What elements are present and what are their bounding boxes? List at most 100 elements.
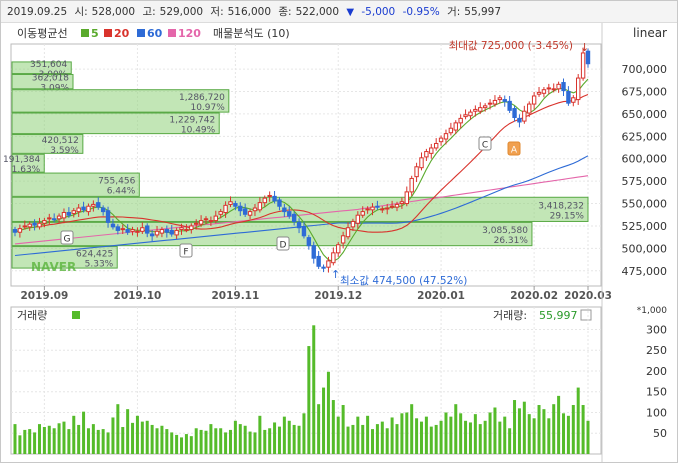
event-marker-label: C — [482, 141, 488, 151]
candle-body — [287, 211, 292, 217]
volume-bar — [175, 434, 179, 454]
volume-bar — [341, 405, 345, 454]
candle-body — [189, 225, 194, 231]
event-marker[interactable] — [179, 243, 193, 258]
event-marker[interactable] — [60, 230, 74, 245]
x-tick-label: 2020.03 — [564, 290, 612, 302]
volume-bar — [322, 387, 326, 454]
price-tick-label: 600,000 — [622, 153, 668, 166]
candle-body — [414, 166, 419, 178]
volume-bar — [160, 425, 164, 454]
candle-body — [184, 229, 189, 232]
candle-body — [340, 235, 346, 244]
x-tick-label: 2020.01 — [417, 290, 465, 302]
high-label: 고: — [142, 6, 156, 18]
volume-profile-bar — [11, 153, 45, 173]
volume-bar — [258, 415, 262, 454]
candle-body — [385, 207, 390, 210]
volume-bar — [302, 413, 306, 454]
volume-bar — [82, 411, 86, 454]
ma60-line — [14, 155, 589, 257]
candle-body — [120, 228, 125, 231]
volume-bar — [18, 435, 22, 454]
volume-bar — [292, 424, 296, 454]
volume-bar — [415, 418, 419, 454]
candle-body — [208, 220, 214, 223]
candle-body — [291, 213, 297, 222]
price-tick-label: 625,000 — [622, 130, 668, 143]
x-tick-label: 2019.12 — [314, 290, 362, 302]
quote-bar: 2019.09.25 시: 528,000 고: 529,000 저: 516,000… — [1, 1, 677, 23]
candle-body — [404, 191, 409, 205]
candle-body — [257, 202, 263, 211]
volume-value: 55,997 — [464, 6, 502, 18]
candle-body — [213, 215, 218, 222]
candle-body — [282, 207, 287, 213]
candle-body — [331, 252, 336, 264]
candle-body — [105, 210, 111, 223]
volume-bar — [527, 414, 531, 454]
price-tick-label: 550,000 — [622, 198, 668, 211]
volume-bar — [145, 420, 149, 454]
volume-bar — [214, 428, 218, 454]
volume-bar — [522, 401, 526, 454]
legend-ma20[interactable]: 20 — [114, 27, 130, 40]
volume-bar — [331, 400, 335, 454]
candle-body — [468, 111, 473, 117]
candle-body — [453, 122, 458, 131]
high-value: 529,000 — [159, 6, 204, 18]
ma20-line — [14, 93, 589, 233]
volume-bar — [135, 415, 139, 454]
volume-panel: 거래량 거래량: 55,997 *1,000 300 250 200 150 100 50 — [10, 306, 667, 455]
candle-body — [512, 108, 517, 118]
candle-body — [228, 201, 233, 205]
volume-bar — [140, 421, 144, 454]
volume-bar — [253, 432, 257, 454]
candle-body — [198, 220, 204, 225]
candle-body — [61, 212, 67, 219]
volume-settings-icon[interactable] — [580, 309, 592, 321]
candle-body — [37, 222, 42, 228]
candle-body — [566, 91, 571, 104]
candle-body — [301, 226, 307, 237]
candle-body — [365, 208, 370, 211]
candle-body — [56, 215, 62, 220]
volume-bar — [150, 424, 154, 454]
volume-bar — [508, 428, 512, 454]
candle-body — [154, 230, 160, 236]
candle-body — [145, 225, 150, 234]
volume-profile-value: 3,418,232 — [538, 201, 584, 211]
volume-bar — [23, 429, 27, 454]
event-marker[interactable] — [507, 141, 521, 156]
volume-tick-label: 100 — [646, 406, 667, 419]
volume-profile-value: 420,512 — [42, 136, 79, 146]
event-marker[interactable] — [276, 236, 290, 251]
volume-bar — [13, 424, 17, 454]
quote-date: 2019.09.25 — [7, 6, 68, 18]
candle-body — [27, 223, 32, 228]
volume-bar — [488, 412, 492, 454]
scale-mode-label[interactable]: linear — [633, 26, 667, 40]
volume-tick-label: 250 — [646, 344, 667, 357]
open-label: 시: — [74, 6, 88, 18]
volume-bar — [233, 420, 237, 454]
candle-body — [135, 230, 140, 233]
volume-bar — [581, 405, 585, 454]
candle-body — [561, 82, 566, 92]
event-marker[interactable] — [478, 136, 492, 151]
legend-ma5[interactable]: 5 — [91, 27, 99, 40]
volume-bar — [566, 415, 570, 454]
volume-profile-label[interactable]: 매물분석도 (10) — [213, 27, 290, 40]
candle-body — [71, 210, 76, 214]
event-marker-label: G — [64, 235, 71, 245]
volume-bar — [400, 413, 404, 454]
legend-ma60[interactable]: 60 — [147, 27, 163, 40]
volume-bar — [37, 424, 41, 454]
volume-bar — [72, 415, 76, 454]
volume-bar — [263, 429, 267, 454]
candle-body — [497, 97, 503, 101]
candle-body — [571, 97, 576, 103]
volume-profile-percent: 26.31% — [494, 236, 529, 246]
legend-ma120[interactable]: 120 — [178, 27, 201, 40]
